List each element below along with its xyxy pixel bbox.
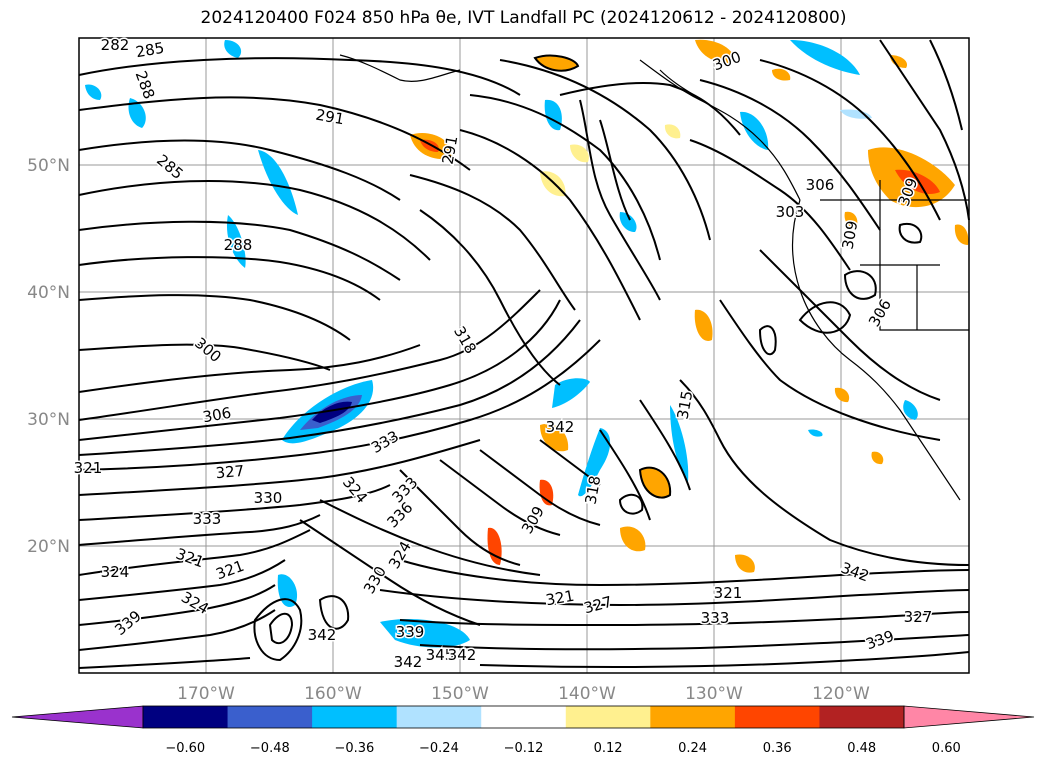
colorbar-frame <box>142 705 905 729</box>
colorbar-segment <box>650 706 736 728</box>
colorbar-segment <box>396 706 482 728</box>
colorbar-tick-label: −0.48 <box>250 741 290 756</box>
contour-label: 342 <box>546 418 575 436</box>
colorbar-segment <box>312 706 398 728</box>
lat-label-40n: 40°N <box>27 283 70 303</box>
theta-e-contours <box>78 39 970 669</box>
map-background <box>79 38 969 673</box>
colorbar-tick-label: 0.48 <box>847 741 876 756</box>
colorbar-segment <box>143 706 229 728</box>
contour-label: 327 <box>215 462 245 482</box>
contour-label: 342 <box>448 646 477 664</box>
contour-label: 333 <box>193 510 222 528</box>
coastlines <box>339 54 969 501</box>
colorbar-tick-label: −0.60 <box>165 741 205 756</box>
contour-label: 342 <box>394 653 423 671</box>
contour-label: 321 <box>74 459 103 477</box>
lon-label-170w: 170°W <box>177 684 235 704</box>
colorbar-extend-min <box>11 705 144 729</box>
lat-label-20n: 20°N <box>27 537 70 557</box>
contour-label: 327 <box>904 608 933 626</box>
contour-label: 339 <box>396 623 425 641</box>
contour-label: 288 <box>224 236 253 254</box>
colorbar-tick-label: −0.12 <box>504 741 544 756</box>
colorbar: −0.60 −0.48 −0.36 −0.24 −0.12 0.12 0.24 0.36 0.4… <box>11 705 1035 756</box>
contour-label: 342 <box>308 626 337 644</box>
colorbar-tick-label: −0.36 <box>334 741 374 756</box>
colorbar-segment <box>565 706 651 728</box>
map-title: 2024120400 F024 850 hPa θe, IVT Landfall… <box>200 8 847 28</box>
colorbar-tick-label: 0.60 <box>932 741 961 756</box>
graticule <box>79 38 969 673</box>
contour-label: 303 <box>776 203 805 221</box>
colorbar-tick-label: 0.36 <box>763 741 792 756</box>
lat-label-30n: 30°N <box>27 410 70 430</box>
lon-label-160w: 160°W <box>304 684 362 704</box>
colorbar-segment <box>819 706 905 728</box>
colorbar-tick-label: 0.12 <box>594 741 623 756</box>
contour-label: 321 <box>714 584 743 602</box>
colorbar-tick-label: 0.24 <box>678 741 707 756</box>
lon-label-120w: 120°W <box>812 684 870 704</box>
lon-label-130w: 130°W <box>685 684 743 704</box>
colorbar-segment <box>481 706 567 728</box>
lon-label-150w: 150°W <box>431 684 489 704</box>
contour-label: 282 <box>101 36 130 54</box>
contour-label: 324 <box>101 563 130 581</box>
colorbar-tick-label: −0.24 <box>419 741 459 756</box>
contour-label: 345 <box>426 646 455 664</box>
contour-label: 333 <box>701 609 730 627</box>
lon-label-140w: 140°W <box>558 684 616 704</box>
lat-label-50n: 50°N <box>27 156 70 176</box>
contour-label: 330 <box>254 489 283 507</box>
colorbar-segment <box>734 706 820 728</box>
contour-label: 306 <box>806 176 835 194</box>
colorbar-extend-max <box>903 705 1035 729</box>
map-frame <box>78 37 970 674</box>
colorbar-segment <box>227 706 313 728</box>
